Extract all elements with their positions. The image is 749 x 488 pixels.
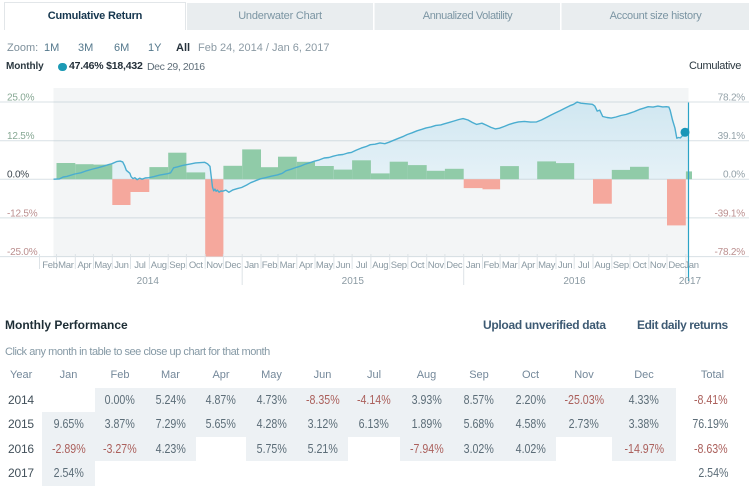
svg-text:0.0%: 0.0% <box>7 170 29 181</box>
svg-text:-12.5%: -12.5% <box>7 208 38 219</box>
svg-text:2016: 2016 <box>563 276 586 287</box>
svg-text:Oct: Oct <box>410 260 425 271</box>
svg-text:Dec: Dec <box>446 260 463 271</box>
svg-text:Aug: Aug <box>594 260 610 271</box>
svg-text:Sep: Sep <box>613 260 629 271</box>
svg-text:Jan: Jan <box>466 260 480 271</box>
svg-text:Jan: Jan <box>684 260 698 271</box>
svg-text:-25.0%: -25.0% <box>7 247 38 258</box>
svg-text:2014: 2014 <box>137 276 160 287</box>
svg-text:Mar: Mar <box>58 260 74 271</box>
svg-text:0.0%: 0.0% <box>723 170 745 181</box>
svg-text:Feb: Feb <box>42 260 57 271</box>
svg-text:Mar: Mar <box>280 260 296 271</box>
svg-text:Jul: Jul <box>134 260 145 271</box>
svg-text:Jun: Jun <box>114 260 128 271</box>
svg-text:Apr: Apr <box>299 260 313 271</box>
svg-text:-39.1%: -39.1% <box>715 208 746 219</box>
svg-text:May: May <box>538 260 556 271</box>
svg-text:Feb: Feb <box>484 260 499 271</box>
svg-text:2015: 2015 <box>342 276 365 287</box>
svg-text:12.5%: 12.5% <box>7 131 35 142</box>
svg-text:39.1%: 39.1% <box>718 131 746 142</box>
svg-text:-78.2%: -78.2% <box>715 247 746 258</box>
svg-text:Mar: Mar <box>502 260 518 271</box>
svg-text:Nov: Nov <box>206 260 223 271</box>
svg-text:2017: 2017 <box>679 276 702 287</box>
svg-text:Dec: Dec <box>225 260 242 271</box>
svg-text:Nov: Nov <box>650 260 667 271</box>
svg-text:May: May <box>94 260 112 271</box>
svg-text:Apr: Apr <box>77 260 91 271</box>
svg-text:Jun: Jun <box>558 260 572 271</box>
svg-text:May: May <box>316 260 334 271</box>
svg-text:Nov: Nov <box>428 260 445 271</box>
svg-text:Oct: Oct <box>632 260 647 271</box>
svg-text:Jul: Jul <box>578 260 589 271</box>
svg-text:78.2%: 78.2% <box>718 93 746 104</box>
svg-text:Sep: Sep <box>391 260 407 271</box>
svg-text:Jun: Jun <box>336 260 350 271</box>
svg-text:Aug: Aug <box>372 260 388 271</box>
svg-text:Jan: Jan <box>244 260 258 271</box>
svg-text:Dec: Dec <box>668 260 685 271</box>
svg-text:Jul: Jul <box>356 260 367 271</box>
svg-text:Aug: Aug <box>151 260 167 271</box>
svg-text:Feb: Feb <box>262 260 277 271</box>
svg-text:Sep: Sep <box>169 260 185 271</box>
svg-text:25.0%: 25.0% <box>7 93 35 104</box>
svg-text:Apr: Apr <box>521 260 535 271</box>
svg-text:Oct: Oct <box>189 260 204 271</box>
